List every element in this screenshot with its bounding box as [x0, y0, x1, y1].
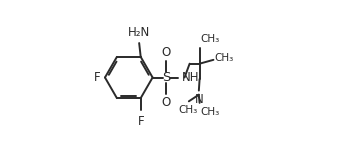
Text: CH₃: CH₃: [200, 107, 220, 117]
Text: CH₃: CH₃: [200, 34, 220, 44]
Text: H₂N: H₂N: [128, 26, 150, 39]
Text: N: N: [195, 93, 203, 106]
Text: F: F: [94, 71, 100, 84]
Text: NH: NH: [181, 71, 199, 84]
Text: S: S: [162, 71, 170, 84]
Text: F: F: [137, 115, 144, 128]
Text: CH₃: CH₃: [178, 105, 198, 115]
Text: O: O: [161, 46, 171, 59]
Text: O: O: [161, 96, 171, 109]
Text: CH₃: CH₃: [214, 53, 234, 63]
